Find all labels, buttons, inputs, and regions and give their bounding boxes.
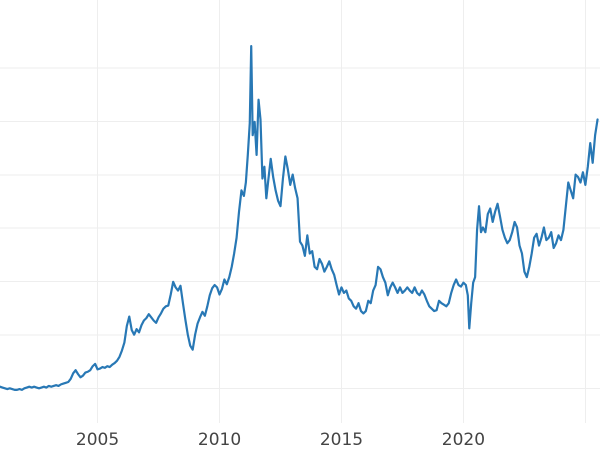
vertical-gridlines bbox=[97, 0, 586, 423]
x-axis-tick-labels: 2005 2010 2015 2020 bbox=[76, 430, 485, 450]
x-tick-label: 2020 bbox=[442, 430, 485, 450]
x-tick-label: 2015 bbox=[320, 430, 363, 450]
series-line-0 bbox=[0, 45, 599, 391]
data-series-group bbox=[0, 45, 599, 391]
horizontal-gridlines bbox=[0, 67, 600, 389]
x-tick-label: 2005 bbox=[76, 430, 119, 450]
x-tick-label: 2010 bbox=[198, 430, 241, 450]
